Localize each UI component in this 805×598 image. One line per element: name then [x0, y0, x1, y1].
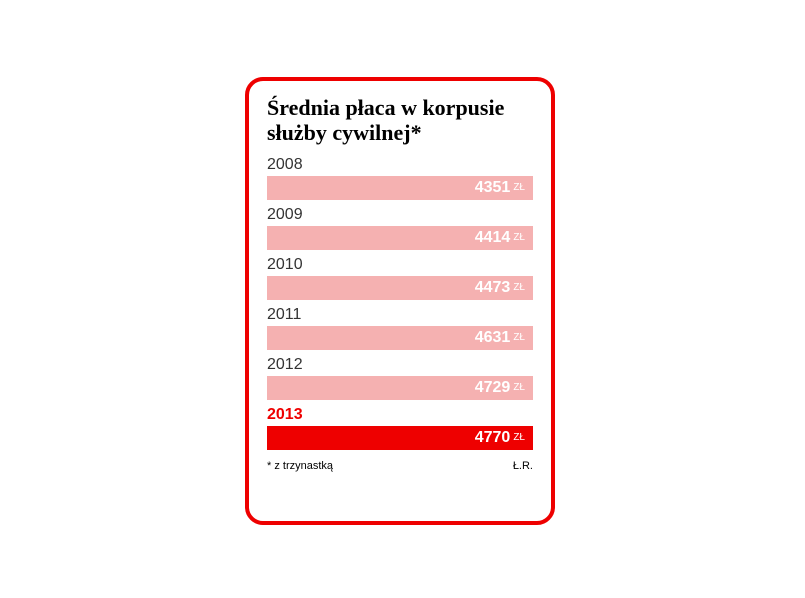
bar-unit: ZŁ: [513, 282, 525, 293]
bar: 4770ZŁ: [267, 426, 533, 450]
bar-row: 2009 4414ZŁ: [267, 206, 533, 250]
bar-unit: ZŁ: [513, 232, 525, 243]
footnote-right: Ł.R.: [513, 460, 533, 472]
bar-value: 4729: [475, 379, 511, 397]
year-label: 2008: [267, 156, 533, 174]
bar-value: 4473: [475, 279, 511, 297]
bar: 4729ZŁ: [267, 376, 533, 400]
bar-row: 2011 4631ZŁ: [267, 306, 533, 350]
bar-unit: ZŁ: [513, 382, 525, 393]
bar-rows: 20084351ZŁ20094414ZŁ20104473ZŁ20114631ZŁ…: [267, 156, 533, 450]
bar-value: 4770: [475, 429, 511, 447]
bar-row: 2012 4729ZŁ: [267, 356, 533, 400]
year-label: 2010: [267, 256, 533, 274]
footnote-row: * z trzynastką Ł.R.: [267, 460, 533, 472]
bar: 4414ZŁ: [267, 226, 533, 250]
year-label: 2011: [267, 306, 533, 324]
bar-value: 4631: [475, 329, 511, 347]
bar-unit: ZŁ: [513, 182, 525, 193]
bar: 4631ZŁ: [267, 326, 533, 350]
year-label: 2012: [267, 356, 533, 374]
bar-row: 2008 4351ZŁ: [267, 156, 533, 200]
bar-row: 2010 4473ZŁ: [267, 256, 533, 300]
info-card: Średnia płaca w korpusie służby cywilnej…: [245, 77, 555, 525]
bar: 4473ZŁ: [267, 276, 533, 300]
year-label: 2013: [267, 406, 533, 424]
footnote-left: * z trzynastką: [267, 460, 333, 472]
bar-unit: ZŁ: [513, 332, 525, 343]
chart-title: Średnia płaca w korpusie służby cywilnej…: [267, 95, 533, 146]
bar-row: 2013 4770ZŁ: [267, 406, 533, 450]
bar-value: 4351: [475, 179, 511, 197]
bar-value: 4414: [475, 229, 511, 247]
bar-unit: ZŁ: [513, 432, 525, 443]
bar: 4351ZŁ: [267, 176, 533, 200]
year-label: 2009: [267, 206, 533, 224]
